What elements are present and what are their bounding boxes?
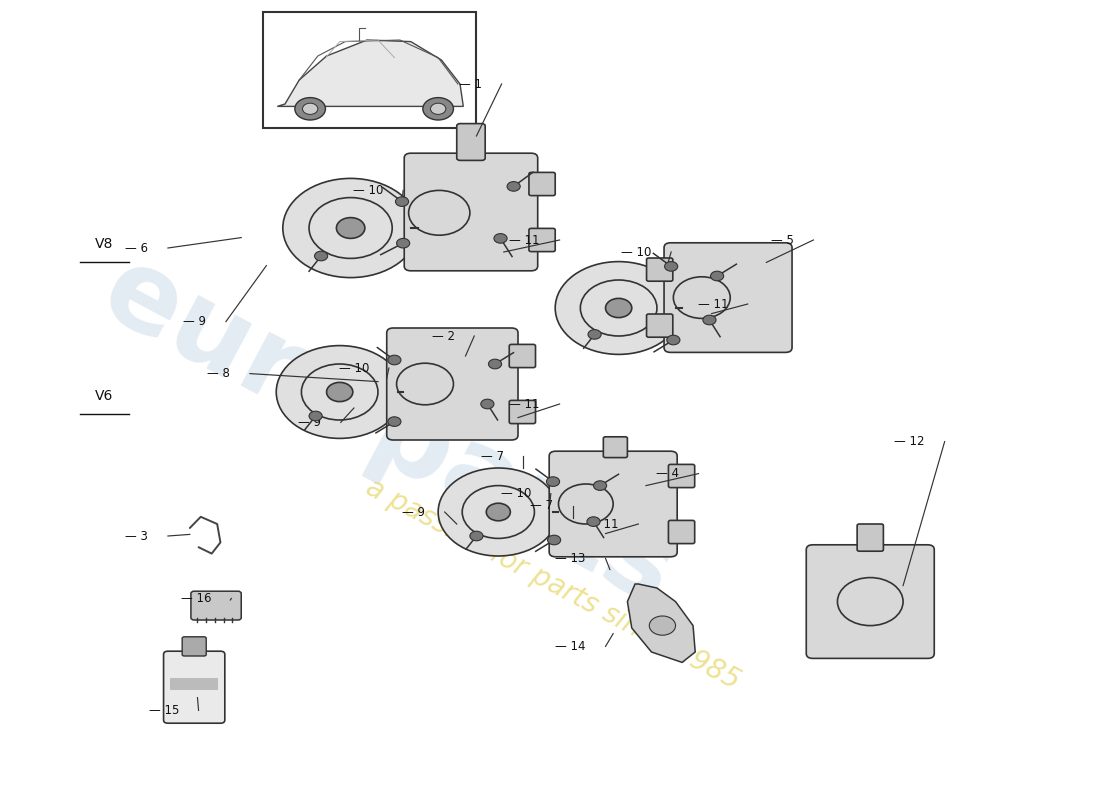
Text: — 2: — 2 [431, 330, 454, 342]
Circle shape [295, 98, 326, 120]
Text: a passion for parts since 1985: a passion for parts since 1985 [361, 473, 745, 695]
Circle shape [548, 535, 561, 545]
Text: — 9: — 9 [402, 506, 425, 518]
FancyBboxPatch shape [857, 524, 883, 551]
Circle shape [327, 382, 353, 402]
Polygon shape [627, 584, 695, 662]
Circle shape [337, 218, 365, 238]
Circle shape [667, 335, 680, 345]
Text: — 4: — 4 [656, 467, 679, 480]
Text: — 3: — 3 [125, 530, 148, 542]
FancyBboxPatch shape [509, 344, 536, 367]
Polygon shape [277, 40, 463, 106]
Text: — 7: — 7 [481, 450, 504, 462]
FancyBboxPatch shape [404, 154, 538, 270]
Text: eurOparts: eurOparts [85, 236, 693, 628]
Circle shape [588, 330, 601, 339]
Circle shape [388, 355, 401, 365]
Polygon shape [170, 678, 218, 690]
FancyBboxPatch shape [529, 229, 556, 251]
FancyBboxPatch shape [549, 451, 678, 557]
Text: — 7: — 7 [530, 499, 553, 512]
Circle shape [309, 411, 322, 421]
FancyBboxPatch shape [806, 545, 934, 658]
Circle shape [703, 315, 716, 325]
FancyBboxPatch shape [191, 591, 241, 620]
Text: — 10: — 10 [339, 362, 370, 374]
FancyBboxPatch shape [529, 172, 556, 195]
Circle shape [422, 98, 453, 120]
Text: — 13: — 13 [556, 552, 586, 565]
Circle shape [470, 531, 483, 541]
Text: — 14: — 14 [556, 640, 586, 653]
Text: — 1: — 1 [459, 78, 482, 90]
Text: — 11: — 11 [509, 234, 540, 246]
Circle shape [397, 238, 409, 248]
FancyBboxPatch shape [456, 123, 485, 160]
Circle shape [486, 503, 510, 521]
Circle shape [494, 234, 507, 243]
FancyBboxPatch shape [669, 464, 695, 487]
FancyBboxPatch shape [164, 651, 224, 723]
FancyBboxPatch shape [183, 637, 206, 656]
Circle shape [587, 517, 601, 526]
Text: — 11: — 11 [509, 398, 540, 410]
FancyBboxPatch shape [647, 314, 673, 338]
FancyBboxPatch shape [664, 242, 792, 352]
FancyBboxPatch shape [603, 437, 627, 458]
FancyBboxPatch shape [647, 258, 673, 281]
Circle shape [302, 103, 318, 114]
Circle shape [438, 468, 559, 556]
Text: — 16: — 16 [182, 592, 211, 605]
Text: — 11: — 11 [697, 298, 728, 310]
Text: — 15: — 15 [148, 704, 179, 717]
Circle shape [488, 359, 502, 369]
Circle shape [664, 262, 678, 271]
Text: — 5: — 5 [771, 234, 794, 246]
Text: — 10: — 10 [500, 487, 531, 500]
FancyBboxPatch shape [509, 400, 536, 424]
Text: V6: V6 [96, 389, 113, 403]
Text: — 12: — 12 [894, 435, 925, 448]
Circle shape [283, 178, 418, 278]
Circle shape [507, 182, 520, 191]
Circle shape [547, 477, 560, 486]
Circle shape [276, 346, 403, 438]
Text: — 11: — 11 [588, 518, 618, 530]
Circle shape [430, 103, 446, 114]
FancyBboxPatch shape [387, 328, 518, 440]
Circle shape [396, 197, 408, 206]
FancyBboxPatch shape [263, 12, 476, 128]
Text: — 8: — 8 [208, 367, 230, 380]
Circle shape [388, 417, 401, 426]
Circle shape [605, 298, 631, 318]
FancyBboxPatch shape [669, 521, 695, 544]
Text: V8: V8 [96, 237, 113, 251]
Text: — 10: — 10 [621, 246, 651, 258]
Circle shape [315, 251, 328, 261]
Text: — 9: — 9 [298, 416, 321, 429]
Circle shape [649, 616, 675, 635]
Text: — 6: — 6 [125, 242, 148, 254]
Circle shape [594, 481, 606, 490]
Circle shape [481, 399, 494, 409]
Circle shape [556, 262, 682, 354]
Text: — 9: — 9 [184, 315, 206, 328]
Text: — 10: — 10 [353, 184, 384, 197]
Circle shape [711, 271, 724, 281]
